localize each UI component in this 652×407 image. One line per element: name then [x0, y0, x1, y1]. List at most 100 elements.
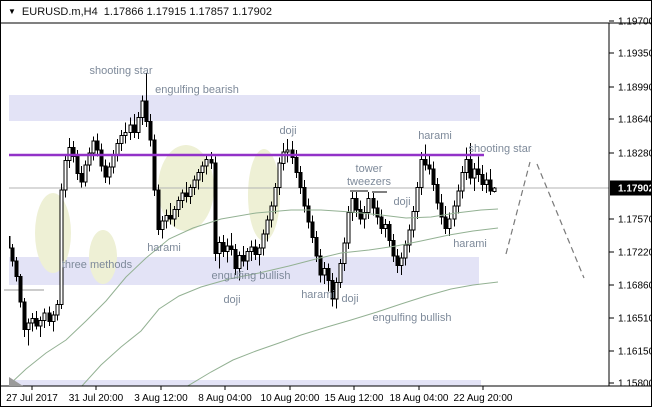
- pattern-label: engulfing bullish: [212, 270, 291, 282]
- candle-bearish: [34, 318, 39, 327]
- candle-bullish: [192, 179, 197, 188]
- pattern-label: three methods: [62, 259, 133, 271]
- time-axis-label: 22 Aug 20:00: [454, 393, 513, 404]
- price-axis-label: 1.19700: [618, 17, 652, 28]
- price-axis-label: 1.18280: [618, 149, 652, 160]
- candle-bullish: [245, 251, 250, 262]
- pattern-label: doji: [393, 196, 410, 208]
- symbol-dropdown-icon[interactable]: ▼: [8, 7, 16, 16]
- candle-bullish: [140, 100, 145, 119]
- candle-bullish: [277, 162, 282, 188]
- chart-title-bar: ▼ EURUSD.m,H4 1.17866 1.17915 1.17857 1.…: [1, 1, 651, 23]
- candle-bearish: [168, 214, 173, 220]
- candle-bearish: [152, 139, 157, 191]
- candle-bullish: [83, 164, 88, 183]
- candle-bullish: [492, 187, 497, 192]
- candle-bullish: [136, 117, 141, 134]
- candle-bearish: [439, 202, 444, 218]
- candle-bullish: [55, 304, 60, 316]
- highlight-band: [9, 380, 481, 386]
- candle-bearish: [144, 100, 149, 122]
- candle-bearish: [318, 255, 323, 276]
- candle-bearish: [354, 198, 359, 211]
- candle-bearish: [379, 216, 384, 229]
- candle-bearish: [488, 179, 493, 192]
- candle-bullish: [196, 172, 201, 181]
- candle-bullish: [452, 205, 457, 220]
- candle-bullish: [249, 246, 254, 253]
- chart-shift-marker: [9, 377, 23, 386]
- projection_down-dashed-line: [536, 163, 585, 279]
- candle-bearish: [47, 312, 52, 322]
- pattern-label: harami: [453, 238, 487, 250]
- price-axis-label: 1.17220: [618, 248, 652, 259]
- candle-bearish: [391, 239, 396, 257]
- candle-bullish: [273, 186, 278, 207]
- time-axis-label: 27 Jul 2017: [6, 393, 58, 404]
- candle-bearish: [310, 221, 315, 239]
- candle-bullish: [350, 198, 355, 214]
- pattern-highlight-ellipse: [89, 230, 117, 284]
- candle-bullish: [119, 134, 124, 145]
- candle-bearish: [443, 216, 448, 229]
- candle-bullish: [338, 263, 343, 283]
- candle-bearish: [18, 276, 23, 303]
- pattern-label: harami: [147, 242, 181, 254]
- pattern-label: engulfing bearish: [155, 84, 239, 96]
- candle-bearish: [326, 267, 331, 281]
- candle-bullish: [411, 211, 416, 231]
- pattern-label: shooting star: [469, 143, 532, 155]
- candle-bullish: [269, 205, 274, 221]
- price-axis-label: 1.18990: [618, 83, 652, 94]
- time-axis-label: 18 Aug 04:00: [390, 393, 449, 404]
- candle-bullish: [366, 198, 371, 214]
- candle-bullish: [111, 154, 116, 168]
- highlight-band: [9, 95, 480, 121]
- candle-bullish: [87, 152, 92, 166]
- candle-bearish: [209, 159, 214, 164]
- candle-bearish: [371, 198, 376, 209]
- candle-bearish: [233, 249, 238, 269]
- candle-bullish: [26, 322, 31, 331]
- candle-bullish: [383, 224, 388, 229]
- candle-bullish: [115, 143, 120, 156]
- price-axis-label: 1.15800: [618, 379, 652, 390]
- time-axis-label: 15 Aug 12:00: [325, 393, 384, 404]
- candle-bearish: [294, 157, 299, 174]
- price-axis-label: 1.19350: [618, 49, 652, 60]
- pattern-label: doji: [223, 294, 240, 306]
- candle-bearish: [79, 173, 84, 183]
- time-axis-label: 10 Aug 20:00: [261, 393, 320, 404]
- candle-bullish: [225, 245, 230, 253]
- price-axis-label: 1.16510: [618, 314, 652, 325]
- candle-bullish: [91, 140, 96, 154]
- candle-bullish: [342, 242, 347, 265]
- ma-slow-line: [186, 281, 499, 386]
- candle-bearish: [10, 247, 15, 262]
- candle-bullish: [281, 151, 286, 164]
- candle-bearish: [395, 255, 400, 266]
- pattern-label: shooting star: [90, 65, 153, 77]
- candle-bullish: [472, 168, 477, 179]
- candle-bearish: [480, 173, 485, 186]
- candle-bullish: [188, 186, 193, 198]
- candle-bullish: [217, 241, 222, 255]
- candle-bullish: [464, 159, 469, 173]
- pattern-label: harami: [418, 130, 452, 142]
- candle-bullish: [460, 172, 465, 192]
- candle-bearish: [103, 165, 108, 178]
- candle-bearish: [431, 168, 436, 186]
- candle-bullish: [38, 319, 43, 327]
- candle-bullish: [176, 199, 181, 211]
- candle-bullish: [164, 214, 169, 222]
- ma-fast-line: [9, 208, 499, 386]
- candle-bullish: [285, 149, 290, 153]
- candle-bullish: [456, 190, 461, 207]
- time-axis-label: 8 Aug 04:00: [198, 393, 252, 404]
- candle-bearish: [476, 168, 481, 175]
- current-price-tag: [610, 180, 651, 196]
- pattern-label: tweezers: [347, 176, 392, 188]
- candle-bullish: [59, 189, 64, 306]
